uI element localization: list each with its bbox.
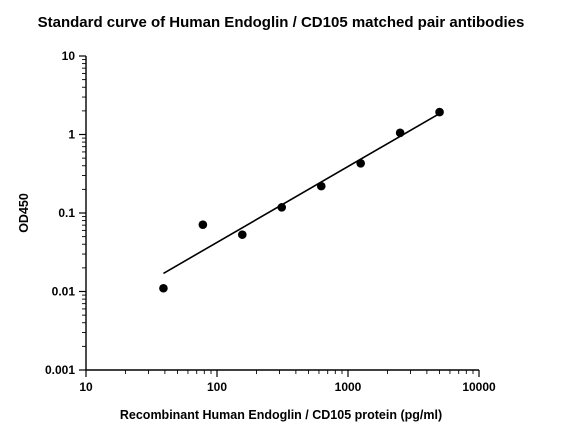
data-point [277, 203, 287, 212]
y-ticks: 0.001 0.01 0.1 1 10 [45, 49, 86, 377]
data-point [237, 230, 247, 239]
x-axis-label: Recombinant Human Endoglin / CD105 prote… [120, 408, 442, 422]
fit-line [163, 112, 440, 275]
data-point [198, 220, 208, 229]
data-point [435, 107, 444, 117]
data-point [356, 158, 365, 168]
data-point [159, 283, 168, 293]
y-tick-label: 0.001 [45, 363, 75, 377]
y-tick-label: 0.1 [58, 206, 75, 220]
data-points [159, 107, 444, 293]
chart-title: Standard curve of Human Endoglin / CD105… [38, 14, 525, 31]
y-tick-label: 10 [62, 49, 76, 63]
x-ticks: 10 100 1000 10000 [79, 370, 496, 394]
x-tick-label: 10 [79, 380, 93, 394]
y-axis-label: OD450 [17, 193, 31, 233]
x-tick-label: 10000 [462, 380, 496, 394]
data-point [395, 128, 405, 138]
y-tick-label: 0.01 [52, 285, 76, 299]
x-tick-label: 1000 [335, 380, 362, 394]
y-tick-label: 1 [68, 128, 75, 142]
data-point [316, 181, 326, 191]
x-tick-label: 100 [207, 380, 227, 394]
axes [85, 56, 479, 371]
